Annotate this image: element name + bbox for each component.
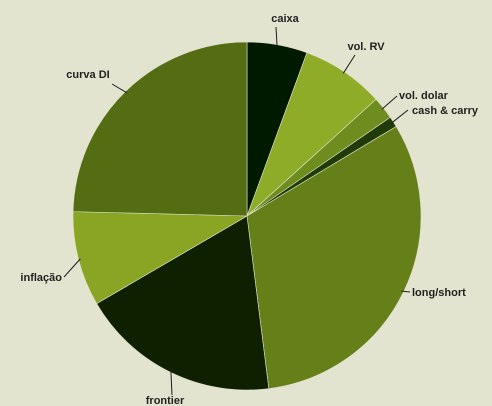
pie-slices (72, 41, 422, 391)
leader-line-vol-dolar (381, 95, 398, 110)
pie-slice-long-short (246, 126, 422, 389)
leader-lines (63, 26, 411, 396)
leader-line-caixa (275, 26, 278, 47)
pie-slice-inflacao (72, 211, 249, 305)
pie-slice-frontier (96, 215, 270, 391)
slice-label-long-short: long/short (412, 287, 466, 299)
slice-labels: caixa vol. RV vol. dolar cash & carry long/s… (20, 13, 479, 406)
leader-line-inflacao (63, 258, 81, 278)
leader-line-frontier (170, 370, 173, 396)
leader-line-long-short (401, 290, 411, 293)
slice-label-cash-and-carry: cash & carry (412, 105, 479, 117)
slice-label-frontier: frontier (146, 395, 185, 406)
leader-line-curva-di (111, 83, 128, 94)
slice-label-curva-di: curva DI (66, 69, 109, 81)
slice-label-caixa: caixa (271, 13, 299, 25)
slice-label-inflacao: inflação (20, 272, 62, 284)
leader-line-cash-and-carry (391, 109, 409, 124)
slice-label-vol-rv: vol. RV (347, 41, 385, 53)
leader-line-vol-rv (342, 54, 356, 74)
slice-label-vol-dolar: vol. dolar (399, 90, 449, 102)
